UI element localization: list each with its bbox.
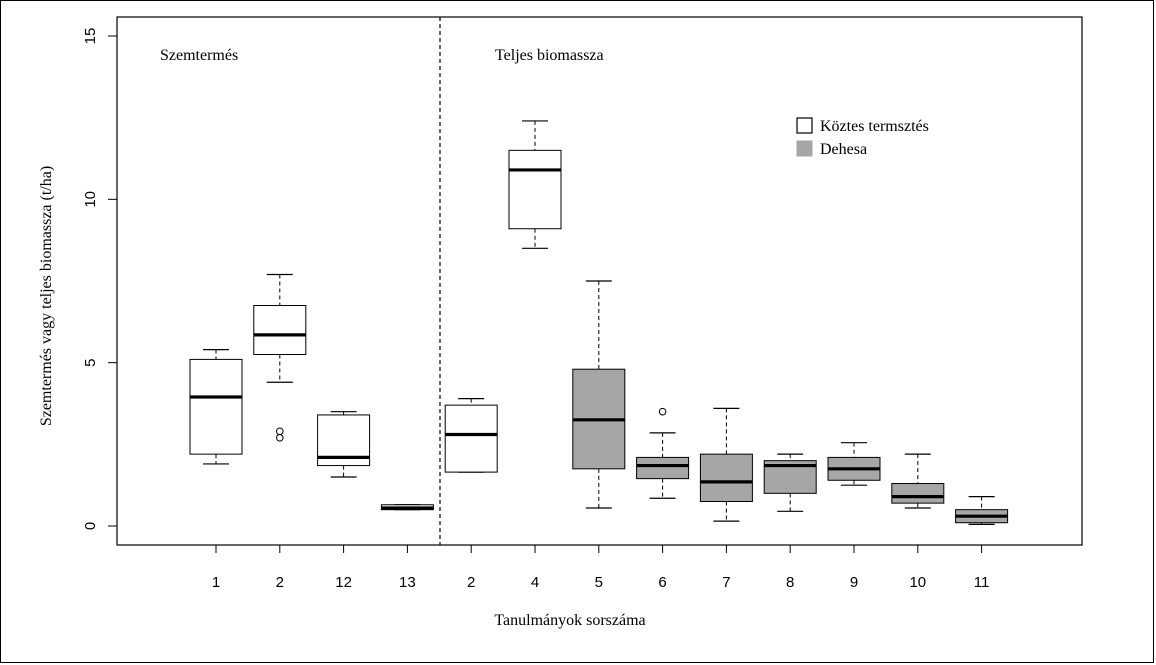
- box: [891, 483, 945, 504]
- y-axis-title: Szemtermés vagy teljes biomassza (t/ha): [38, 166, 55, 426]
- box: [699, 453, 753, 502]
- x-tick-label: 13: [399, 574, 416, 591]
- x-tick-label: 9: [850, 574, 858, 591]
- x-axis-title: Tanulmányok sorszáma: [494, 612, 645, 629]
- x-tick-label: 2: [467, 574, 475, 591]
- x-tick-label: 4: [531, 574, 539, 591]
- y-tick-label: 10: [82, 191, 99, 208]
- x-tick-label: 7: [722, 574, 730, 591]
- box: [253, 305, 307, 355]
- x-tick-label: 11: [974, 574, 990, 591]
- panel-label-biomass: Teljes biomassza: [495, 47, 604, 64]
- plot-border: [116, 16, 1083, 546]
- x-tick-label: 2: [276, 574, 284, 591]
- x-tick-label: 5: [595, 574, 603, 591]
- legend-label-intercropping: Köztes termsztés: [820, 118, 929, 135]
- legend-label-dehesa: Dehesa: [820, 141, 867, 158]
- x-tick-label: 12: [335, 574, 352, 591]
- x-tick-label: 1: [212, 574, 220, 591]
- legend-swatch-dehesa: [796, 140, 813, 157]
- y-tick-label: 5: [82, 358, 99, 366]
- box: [444, 404, 498, 473]
- panel-label-grain: Szemtermés: [160, 47, 238, 64]
- box: [636, 456, 690, 480]
- outlier-point: [658, 407, 667, 416]
- legend: Köztes termsztés Dehesa: [796, 117, 929, 158]
- x-tick-label: 6: [658, 574, 666, 591]
- outlier-point: [276, 427, 284, 436]
- y-tick-label: 15: [82, 28, 99, 45]
- y-tick-label: 0: [82, 522, 99, 530]
- x-tick-label: 10: [909, 574, 926, 591]
- legend-swatch-intercropping: [796, 117, 813, 134]
- box: [508, 149, 562, 230]
- outlier-point: [276, 434, 284, 442]
- box: [189, 358, 243, 455]
- x-tick-label: 8: [786, 574, 794, 591]
